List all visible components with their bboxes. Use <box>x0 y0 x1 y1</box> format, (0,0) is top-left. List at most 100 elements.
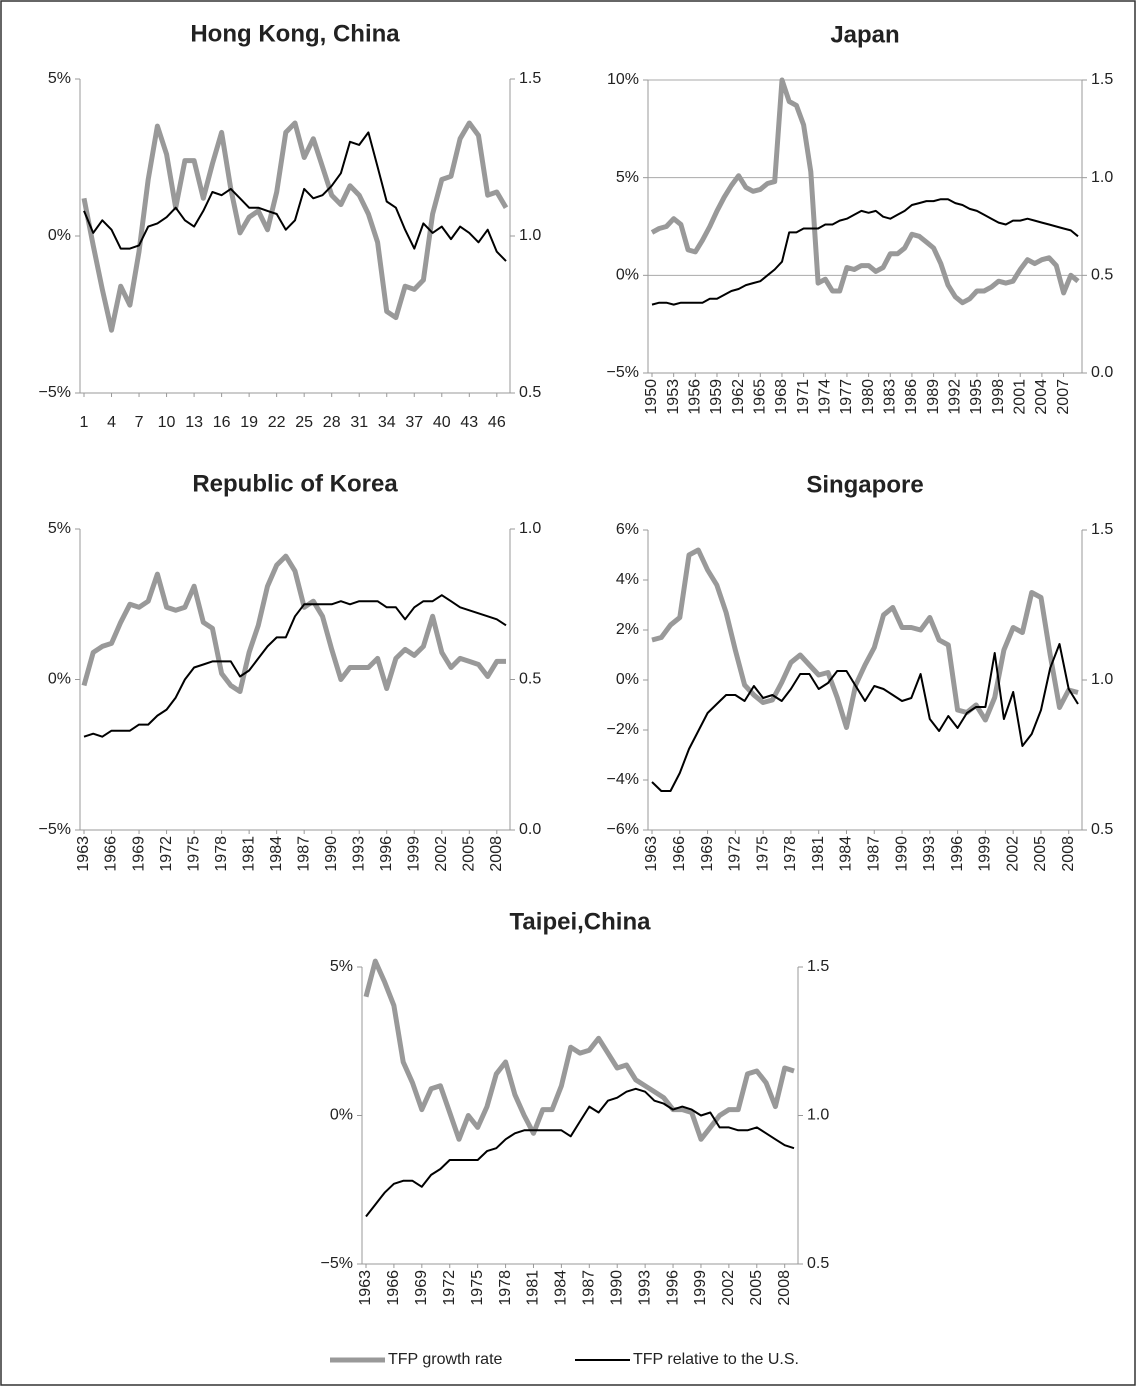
x-tick-label: 1989 <box>925 379 942 415</box>
x-tick-label: 1984 <box>553 1270 570 1306</box>
y-tick-label: 0% <box>616 267 639 284</box>
y2-tick-label: 0.0 <box>1091 364 1113 381</box>
series-line <box>83 131 507 262</box>
x-tick-label: 1990 <box>323 836 340 872</box>
y2-tick-label: 1.0 <box>807 1107 829 1124</box>
x-tick-label: 1966 <box>103 836 120 872</box>
x-tick-label: 46 <box>488 414 506 431</box>
y2-tick-label: 1.5 <box>519 70 541 87</box>
x-tick-label: 1965 <box>752 379 769 415</box>
x-tick-label: 1972 <box>727 836 744 872</box>
x-tick-label: 2005 <box>461 836 478 872</box>
x-tick-label: 1971 <box>795 379 812 415</box>
y2-tick-label: 0.0 <box>519 821 541 838</box>
x-tick-label: 1968 <box>773 379 790 415</box>
chart-title: Hong Kong, China <box>190 20 400 47</box>
x-tick-label: 1950 <box>643 379 660 415</box>
series-line <box>650 77 1080 306</box>
y-tick-label: 0% <box>330 1107 353 1124</box>
x-tick-label: 40 <box>433 414 451 431</box>
x-tick-label: 1962 <box>730 379 747 415</box>
x-tick-label: 1963 <box>75 836 92 872</box>
x-tick-label: 1972 <box>441 1270 458 1306</box>
y-tick-label: 5% <box>616 169 639 186</box>
y-tick-label: 2% <box>616 621 639 638</box>
x-tick-label: 1974 <box>817 379 834 415</box>
y2-tick-label: 1.5 <box>1091 71 1113 88</box>
x-tick-label: 1999 <box>692 1270 709 1306</box>
y2-tick-label: 1.0 <box>519 520 541 537</box>
x-tick-label: 2005 <box>1032 836 1049 872</box>
x-tick-label: 1972 <box>158 836 175 872</box>
x-tick-label: 1975 <box>185 836 202 872</box>
x-tick-label: 2008 <box>488 836 505 872</box>
x-tick-label: 1975 <box>754 836 771 872</box>
x-tick-label: 1981 <box>810 836 827 872</box>
y-tick-label: −4% <box>607 771 639 788</box>
x-tick-label: 1993 <box>350 836 367 872</box>
x-tick-label: 2004 <box>1033 379 1050 415</box>
series-line <box>651 198 1079 306</box>
y2-tick-label: 0.5 <box>519 671 541 688</box>
y2-tick-label: 1.0 <box>1091 671 1113 688</box>
y-tick-label: 6% <box>616 521 639 538</box>
series-line <box>651 547 1079 730</box>
y-tick-label: −5% <box>321 1255 353 1272</box>
x-tick-label: 1956 <box>687 379 704 415</box>
series-line <box>651 643 1079 792</box>
y-tick-label: 10% <box>607 71 639 88</box>
x-tick-label: 1987 <box>581 1270 598 1306</box>
x-tick-label: 28 <box>323 414 341 431</box>
x-tick-label: 1981 <box>525 1270 542 1306</box>
x-tick-label: 1987 <box>865 836 882 872</box>
y2-tick-label: 1.5 <box>807 958 829 975</box>
y-tick-label: 5% <box>48 520 71 537</box>
x-tick-label: 31 <box>350 414 368 431</box>
series-line <box>363 958 795 1142</box>
series-line <box>365 1087 795 1218</box>
x-tick-label: 2007 <box>1055 379 1072 415</box>
series-line <box>83 594 507 738</box>
chart-title: Japan <box>830 21 899 48</box>
x-tick-label: 1990 <box>893 836 910 872</box>
x-tick-label: 1966 <box>385 1270 402 1306</box>
x-tick-label: 22 <box>268 414 286 431</box>
y-tick-label: −2% <box>607 721 639 738</box>
x-tick-label: 1966 <box>671 836 688 872</box>
y2-tick-label: 1.0 <box>519 227 541 244</box>
x-tick-label: 16 <box>213 414 231 431</box>
chart-title: Taipei,China <box>510 908 652 935</box>
x-tick-label: 1996 <box>378 836 395 872</box>
y-tick-label: 0% <box>48 227 71 244</box>
x-tick-label: 1978 <box>497 1270 514 1306</box>
x-tick-label: 2002 <box>1004 836 1021 872</box>
legend-label: TFP growth rate <box>388 1351 503 1368</box>
x-tick-label: 2002 <box>433 836 450 872</box>
x-tick-label: 2008 <box>1060 836 1077 872</box>
y-tick-label: 0% <box>48 671 71 688</box>
x-tick-label: 1983 <box>881 379 898 415</box>
x-tick-label: 10 <box>158 414 176 431</box>
y-tick-label: 4% <box>616 571 639 588</box>
x-tick-label: 1998 <box>990 379 1007 415</box>
x-tick-label: 37 <box>405 414 423 431</box>
chart-title: Singapore <box>806 471 923 498</box>
x-tick-label: 1993 <box>636 1270 653 1306</box>
x-tick-label: 1963 <box>643 836 660 872</box>
x-tick-label: 1987 <box>295 836 312 872</box>
x-tick-label: 25 <box>295 414 313 431</box>
x-tick-label: 1986 <box>903 379 920 415</box>
y2-tick-label: 1.0 <box>1091 169 1113 186</box>
y-tick-label: −5% <box>39 821 71 838</box>
y2-tick-label: 0.5 <box>1091 267 1113 284</box>
y-tick-label: 5% <box>48 70 71 87</box>
x-tick-label: 1953 <box>665 379 682 415</box>
x-tick-label: 2001 <box>1011 379 1028 415</box>
legend-label: TFP relative to the U.S. <box>633 1351 799 1368</box>
x-tick-label: 1984 <box>268 836 285 872</box>
x-tick-label: 1 <box>80 414 89 431</box>
x-tick-label: 1999 <box>977 836 994 872</box>
x-tick-label: 2008 <box>776 1270 793 1306</box>
